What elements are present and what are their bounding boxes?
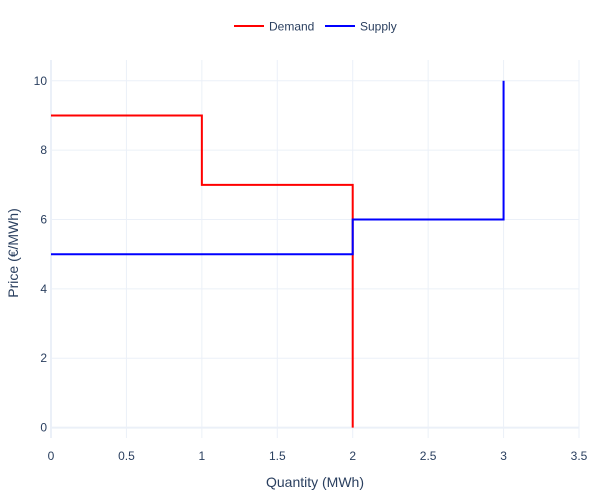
legend[interactable]: Demand Supply bbox=[234, 20, 397, 34]
supply-series-line bbox=[51, 80, 505, 256]
x-tick-label: 3 bbox=[500, 449, 507, 463]
legend-label: Supply bbox=[360, 20, 397, 34]
x-tick-label: 2.5 bbox=[420, 449, 437, 463]
legend-label: Demand bbox=[269, 20, 314, 34]
series-lines bbox=[51, 80, 505, 428]
y-axis-title: Price (€/MWh) bbox=[5, 208, 21, 297]
x-tick-label: 2 bbox=[349, 449, 356, 463]
x-tick-label: 0 bbox=[48, 449, 55, 463]
x-tick-label: 0.5 bbox=[118, 449, 135, 463]
y-tick-label: 6 bbox=[40, 213, 47, 227]
x-tick-label: 3.5 bbox=[571, 449, 588, 463]
y-tick-label: 10 bbox=[34, 74, 48, 88]
x-tick-label: 1 bbox=[199, 449, 206, 463]
grid bbox=[51, 60, 580, 438]
demand-series-line bbox=[51, 114, 354, 428]
y-axis-ticks: 0 2 4 6 8 10 bbox=[34, 74, 48, 435]
axes bbox=[50, 60, 579, 438]
y-tick-label: 2 bbox=[40, 351, 47, 365]
x-tick-label: 1.5 bbox=[269, 449, 286, 463]
y-tick-label: 0 bbox=[40, 421, 47, 435]
legend-item-supply[interactable]: Supply bbox=[325, 20, 397, 34]
y-tick-label: 4 bbox=[40, 282, 47, 296]
x-axis-ticks: 0 0.5 1 1.5 2 2.5 3 3.5 bbox=[48, 449, 588, 463]
y-tick-label: 8 bbox=[40, 143, 47, 157]
legend-item-demand[interactable]: Demand bbox=[234, 20, 314, 34]
x-axis-title: Quantity (MWh) bbox=[266, 474, 364, 490]
